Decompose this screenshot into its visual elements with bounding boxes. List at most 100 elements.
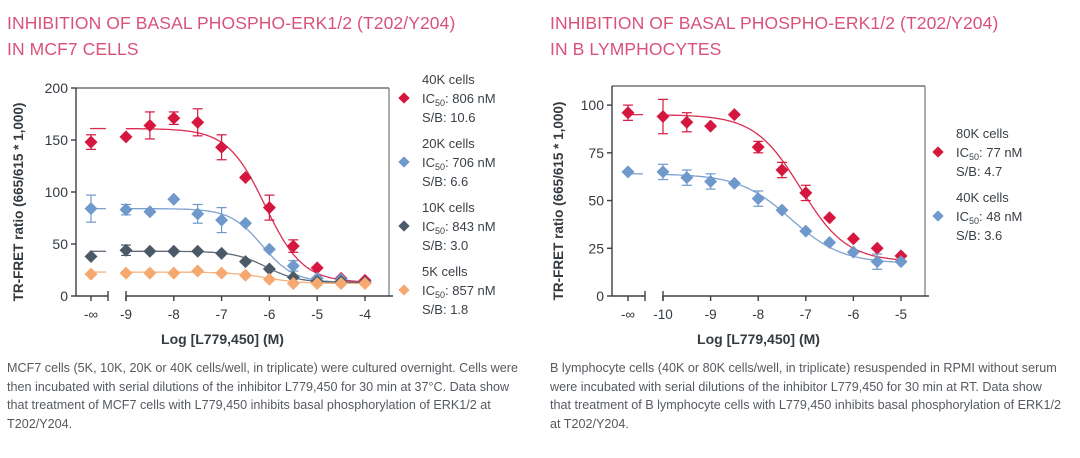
legend-series-name: 80K cells (956, 126, 1009, 141)
y-tick-label: 100 (45, 184, 69, 200)
data-point (751, 192, 765, 206)
data-point (358, 277, 372, 291)
data-point (846, 245, 860, 259)
legend-ic50-value: 706 nM (452, 155, 496, 170)
data-point (727, 176, 741, 190)
legend-series-name: 20K cells (422, 136, 475, 151)
legend-sb: S/B: 4.7 (956, 164, 1003, 179)
data-point (239, 170, 252, 184)
data-point (656, 165, 670, 179)
y-tick-label: 0 (596, 288, 604, 304)
legend-diamond-marker-icon (398, 220, 410, 232)
chart-title: INHIBITION OF BASAL PHOSPHO-ERK1/2 (T202… (7, 10, 455, 62)
legend-ic50: IC50: 77 nM (956, 145, 1023, 162)
legend-ic50: IC50: 706 nM (422, 155, 496, 172)
data-point (215, 140, 229, 154)
y-tick-label: 25 (588, 240, 604, 256)
legend-diamond-marker-icon (932, 210, 944, 222)
x-tick-label: -9 (705, 307, 717, 322)
legend-series-name: 40K cells (422, 72, 475, 87)
legend-ic50: IC50: 48 nM (956, 209, 1023, 226)
legend-entry: 20K cells IC50: 706 nM S/B: 6.6 (398, 134, 496, 191)
legend-sb-value: 3.0 (450, 238, 469, 253)
chart-title: INHIBITION OF BASAL PHOSPHO-ERK1/2 (T202… (550, 10, 998, 62)
data-point (799, 186, 813, 200)
legend-diamond-marker-icon (398, 92, 410, 104)
data-point (775, 163, 789, 177)
data-point-blank (84, 249, 98, 263)
series-40k-cells (621, 163, 908, 270)
x-tick-label: -8 (752, 307, 764, 322)
data-point (215, 213, 229, 227)
figure-caption: MCF7 cells (5K, 10K, 20K or 40K cells/we… (7, 361, 518, 431)
data-point (799, 224, 813, 238)
data-point (191, 244, 205, 258)
x-tick-label: -8 (168, 307, 180, 322)
figure-caption: B lymphocyte cells (40K or 80K cells/wel… (550, 361, 1062, 431)
data-point (167, 244, 181, 258)
data-point (823, 236, 837, 250)
legend-ic50-value: 857 nM (452, 283, 496, 298)
y-tick-label: 150 (45, 132, 69, 148)
legend-diamond-marker-icon (398, 284, 410, 296)
data-point-blank (84, 267, 98, 281)
data-point-blank (84, 202, 98, 216)
data-point (894, 255, 908, 269)
data-point (143, 244, 157, 258)
x-tick-label: -∞ (84, 307, 98, 322)
data-point (286, 277, 300, 291)
legend-entry: 40K cells IC50: 806 nM S/B: 10.6 (398, 70, 496, 127)
legend: 40K cells IC50: 806 nM S/B: 10.6 20K cells I… (398, 70, 496, 326)
y-tick-label: 50 (52, 236, 68, 252)
y-tick-label: 50 (588, 193, 604, 209)
data-point (680, 171, 694, 185)
data-point-blank (621, 165, 635, 179)
legend-sb-value: 4.7 (984, 164, 1003, 179)
fit-curve (663, 114, 902, 261)
data-point-blank (621, 106, 635, 120)
data-point (191, 264, 205, 278)
panel-b-lymphocytes: INHIBITION OF BASAL PHOSPHO-ERK1/2 (T202… (540, 0, 1080, 458)
y-tick-label: 100 (581, 97, 605, 113)
series-10k-cells (84, 243, 372, 289)
data-point (215, 246, 229, 260)
legend-entry: 5K cells IC50: 857 nM S/B: 1.8 (398, 262, 496, 319)
data-point (870, 241, 884, 255)
legend-diamond-marker-icon (932, 146, 944, 158)
data-point (119, 266, 133, 280)
data-point (167, 192, 181, 206)
data-point (704, 119, 718, 133)
legend-series-name: 40K cells (956, 190, 1009, 205)
legend-sb-value: 1.8 (450, 302, 469, 317)
x-tick-label: -6 (847, 307, 859, 322)
legend-entry: 10K cells IC50: 843 nM S/B: 3.0 (398, 198, 496, 255)
data-point (239, 216, 252, 230)
chart-mcf7: 0 50 100 150 200 -∞ -9 -8 -7 -6 -5 -4 Log [L779,450]… (11, 80, 393, 347)
data-point (119, 130, 133, 144)
data-point (680, 115, 694, 129)
chart-title-line-1: INHIBITION OF BASAL PHOSPHO-ERK1/2 (T202… (7, 13, 456, 33)
x-axis-label: Log [L779,450] (M) (161, 331, 284, 347)
legend-ic50: IC50: 843 nM (422, 219, 496, 236)
x-tick-label: -7 (800, 307, 812, 322)
x-tick-label: -6 (263, 307, 275, 322)
data-point (191, 207, 205, 221)
data-point (310, 261, 324, 275)
data-point (870, 255, 884, 269)
legend-ic50-value: 843 nM (452, 219, 496, 234)
x-axis-label: Log [L779,450] (M) (697, 331, 820, 347)
data-point (191, 115, 205, 129)
legend-sb-value: 6.6 (450, 174, 469, 189)
data-point (286, 239, 300, 253)
data-point (262, 272, 276, 286)
data-point (239, 268, 252, 282)
data-point (239, 255, 252, 269)
series-5k-cells (84, 264, 372, 291)
legend-entry: 80K cells IC50: 77 nM S/B: 4.7 (932, 124, 1022, 181)
data-point (286, 259, 300, 273)
data-point-blank (84, 135, 98, 149)
chart-title-line-2: IN MCF7 CELLS (7, 39, 139, 59)
panel-mcf7: INHIBITION OF BASAL PHOSPHO-ERK1/2 (T202… (7, 10, 518, 431)
data-point (656, 110, 670, 124)
legend-sb-value: 10.6 (450, 110, 476, 125)
